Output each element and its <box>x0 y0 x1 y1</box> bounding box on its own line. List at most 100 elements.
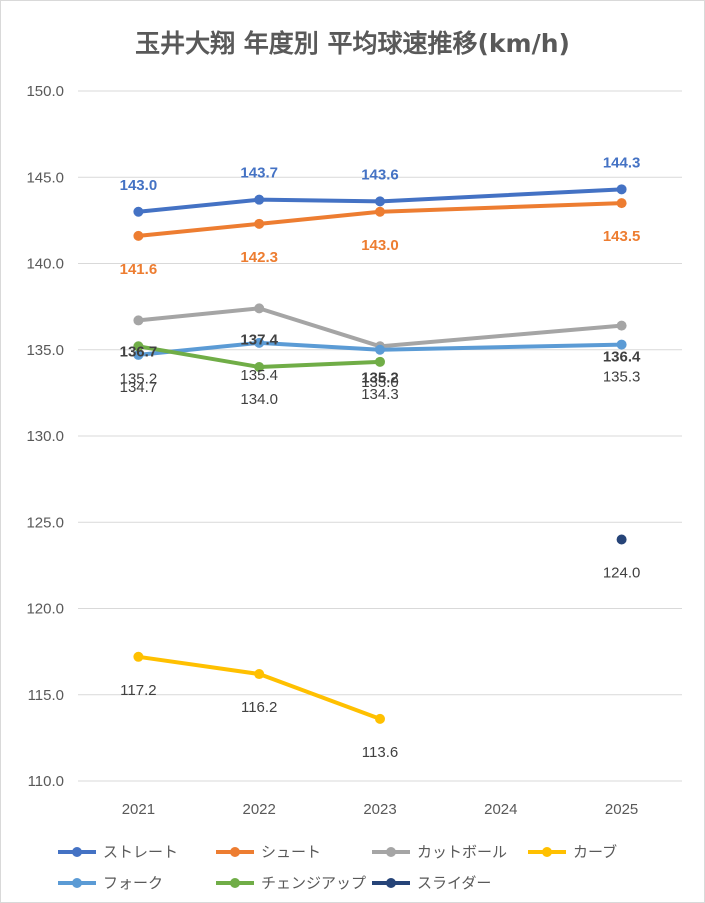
legend-item: チェンジアップ <box>216 874 366 892</box>
data-point <box>616 184 627 195</box>
y-tick-label: 110.0 <box>28 773 64 790</box>
data-label: 135.2 <box>120 370 158 387</box>
legend-label: フォーク <box>103 874 163 892</box>
x-tick-label: 2021 <box>122 801 155 818</box>
series-3 <box>133 303 627 352</box>
data-point <box>254 218 265 229</box>
y-axis-tick-labels: 110.0 115.0 120.0 125.0 130.0 135.0 140.0 145.0… <box>26 83 64 790</box>
y-tick-label: 140.0 <box>26 256 64 273</box>
legend-label: チェンジアップ <box>261 874 366 892</box>
data-point <box>133 315 144 326</box>
y-tick-label: 150.0 <box>26 83 64 100</box>
data-label: 143.7 <box>240 165 278 182</box>
legend-label: カットボール <box>417 843 507 861</box>
series-line <box>136 201 624 238</box>
data-point <box>616 198 627 209</box>
legend-swatch-marker <box>542 847 552 857</box>
data-label: 135.4 <box>240 367 278 384</box>
data-label: 113.6 <box>362 744 398 761</box>
y-tick-label: 145.0 <box>26 169 64 186</box>
data-label: 135.0 <box>361 374 399 391</box>
legend-swatch-marker <box>386 878 396 888</box>
legend-item: カットボール <box>372 843 507 861</box>
x-tick-label: 2022 <box>243 801 276 818</box>
data-point <box>133 230 144 241</box>
data-label: 117.2 <box>120 682 156 699</box>
data-label: 144.3 <box>603 154 641 171</box>
chart-title: 玉井大翔 年度別 平均球速推移(km/h) <box>135 29 570 58</box>
legend-item: フォーク <box>58 874 163 892</box>
series-1 <box>133 184 627 217</box>
x-tick-label: 2023 <box>363 801 396 818</box>
data-point <box>375 206 385 217</box>
legend-swatch-marker <box>72 847 82 857</box>
legend-swatch-marker <box>72 878 82 888</box>
data-point <box>616 534 627 545</box>
series-5 <box>133 337 627 360</box>
series-6 <box>133 341 385 372</box>
data-label: 143.6 <box>361 166 399 183</box>
series-7 <box>616 534 627 545</box>
data-point <box>375 196 385 207</box>
y-tick-label: 115.0 <box>28 687 64 704</box>
data-label: 141.6 <box>120 261 158 278</box>
data-label: 143.0 <box>361 237 399 254</box>
data-point <box>616 320 627 331</box>
data-point <box>254 669 265 680</box>
series-line <box>136 187 624 214</box>
y-tick-label: 135.0 <box>26 342 64 359</box>
data-point <box>254 337 265 348</box>
series-line <box>136 306 624 349</box>
data-point <box>375 356 385 367</box>
data-label: 134.0 <box>240 391 278 408</box>
data-point <box>616 339 627 350</box>
data-point <box>254 194 265 205</box>
data-point <box>133 206 144 217</box>
x-axis-tick-labels: 2021 2022 2023 2024 2025 <box>122 801 639 818</box>
data-point <box>133 651 144 662</box>
data-label: 135.3 <box>603 369 641 386</box>
series-lines <box>133 184 627 724</box>
data-label: 143.0 <box>120 177 158 194</box>
legend-swatch-marker <box>230 847 240 857</box>
data-point <box>133 349 144 360</box>
series-2 <box>133 198 627 241</box>
data-label: 135.2 <box>361 369 399 386</box>
data-label: 116.2 <box>241 699 277 716</box>
data-label: 124.0 <box>603 565 641 582</box>
legend-swatch-marker <box>230 878 240 888</box>
y-tick-label: 120.0 <box>26 601 64 618</box>
y-tick-label: 125.0 <box>26 514 64 531</box>
legend-label: ストレート <box>103 843 178 861</box>
data-labels: 143.0 143.7 143.6 144.3 141.6 142.3 143.0 143.5… <box>120 154 641 761</box>
data-point <box>375 344 385 355</box>
data-label: 143.5 <box>603 228 641 245</box>
x-tick-label: 2025 <box>605 801 638 818</box>
data-label: 137.4 <box>240 331 278 348</box>
legend-label: スライダー <box>417 874 491 892</box>
legend-item: シュート <box>216 843 321 861</box>
x-tick-label: 2024 <box>484 801 517 818</box>
data-label: 142.3 <box>240 249 278 266</box>
legend-item: ストレート <box>58 843 178 861</box>
data-label: 136.7 <box>120 343 158 360</box>
legend-label: カーブ <box>573 843 617 861</box>
data-point <box>254 303 265 314</box>
legend-label: シュート <box>261 843 321 861</box>
data-point <box>375 713 385 724</box>
data-label: 134.3 <box>361 386 399 403</box>
legend-swatch-marker <box>386 847 396 857</box>
series-line <box>136 340 624 357</box>
series-4 <box>133 651 385 724</box>
data-label: 134.7 <box>120 379 158 396</box>
data-label: 136.4 <box>603 349 641 366</box>
legend-item: カーブ <box>528 843 617 861</box>
y-tick-label: 130.0 <box>26 428 64 445</box>
data-point <box>254 362 265 372</box>
legend-item: スライダー <box>372 874 491 892</box>
data-point <box>133 341 144 352</box>
gridlines <box>78 90 682 782</box>
